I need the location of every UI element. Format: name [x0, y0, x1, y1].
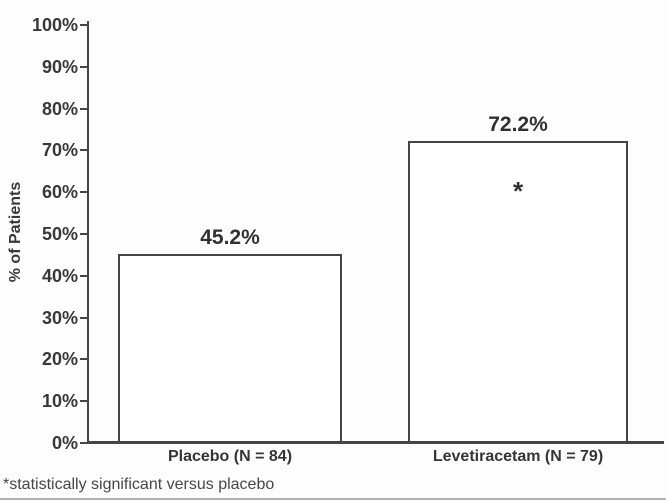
- y-tick-label: 70%: [41, 140, 78, 161]
- y-axis-tick: [80, 400, 88, 403]
- bar-value-label: 72.2%: [488, 113, 548, 137]
- y-tick-label: 0%: [51, 433, 78, 453]
- y-tick-label: 50%: [41, 224, 78, 244]
- y-tick-label: 10%: [41, 391, 78, 412]
- y-axis-tick: [80, 107, 88, 110]
- y-axis-tick: [80, 442, 88, 444]
- y-axis-tick: [80, 358, 88, 361]
- bottom-rule: [0, 498, 666, 500]
- bar: [118, 254, 342, 443]
- significance-asterisk: *: [512, 176, 524, 207]
- y-tick-label: 60%: [41, 182, 78, 203]
- bar: [408, 141, 628, 443]
- y-axis-tick: [80, 191, 88, 194]
- y-axis-tick: [80, 274, 88, 277]
- y-axis-tick: [80, 316, 88, 319]
- y-axis-line: [87, 21, 89, 444]
- y-tick-label: 90%: [41, 56, 78, 77]
- y-tick-label: 20%: [41, 349, 78, 370]
- x-axis-line: [87, 441, 664, 444]
- y-axis-tick: [80, 65, 88, 68]
- y-axis-tick: [80, 149, 88, 152]
- y-axis-tick: [80, 233, 88, 235]
- x-category-label: Levetiracetam (N = 79): [432, 448, 604, 465]
- y-tick-label: 100%: [31, 15, 78, 35]
- footnote: *statistically significant versus placeb…: [3, 476, 275, 493]
- x-category-label: Placebo (N = 84): [167, 448, 293, 465]
- y-tick-label: 80%: [41, 98, 78, 119]
- y-tick-label: 30%: [41, 307, 78, 328]
- bar-value-label: 45.2%: [200, 226, 260, 250]
- y-tick-label: 40%: [41, 265, 78, 286]
- y-axis-tick: [80, 24, 88, 26]
